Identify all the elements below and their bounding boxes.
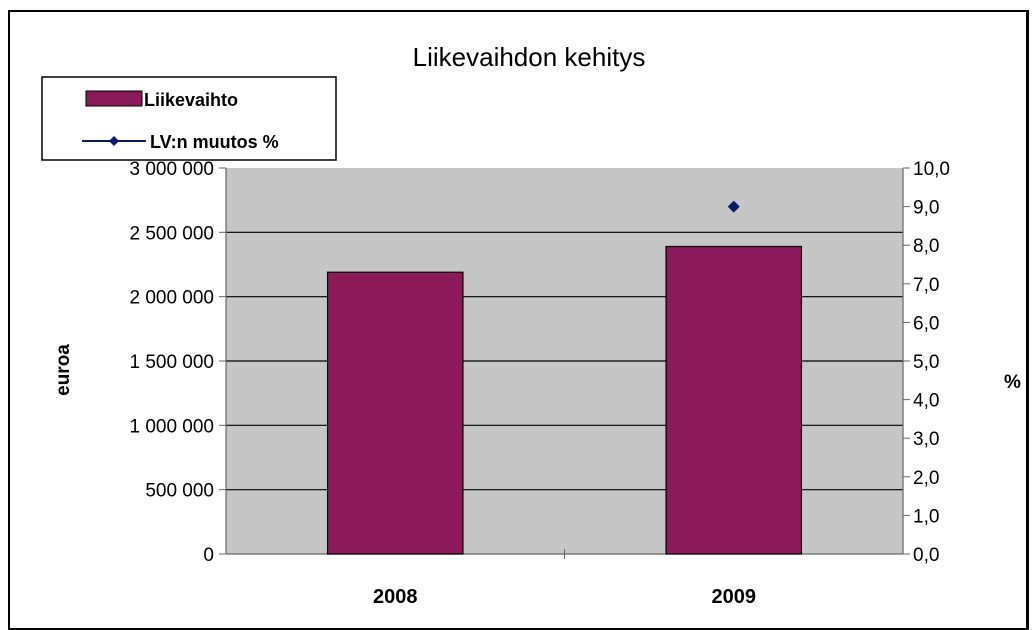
y2-tick-label: 3,0: [913, 429, 939, 450]
bar: [665, 245, 803, 555]
legend-swatch-bar: [85, 90, 143, 107]
y-tick-label: 500 000: [145, 481, 214, 502]
y2-tick-label: 4,0: [913, 391, 939, 412]
y2-tick-label: 8,0: [913, 236, 939, 257]
y2-tick-label: 1,0: [913, 506, 939, 527]
bar: [326, 271, 464, 555]
legend-marker-icon: [109, 136, 119, 146]
y-tick-label: 2 500 000: [129, 223, 214, 244]
y-tick-label: 1 500 000: [129, 352, 214, 373]
chart-title: Liikevaihdon kehitys: [413, 42, 646, 72]
y2-tick-label: 6,0: [913, 313, 939, 334]
y2-axis-title: %: [1004, 372, 1021, 393]
line-point: [727, 200, 740, 213]
x-tick-label: 2008: [373, 586, 418, 608]
y-axis-title: euroa: [53, 344, 74, 396]
y2-tick-label: 5,0: [913, 352, 939, 373]
legend: Liikevaihto LV:n muutos %: [41, 76, 337, 161]
y2-tick-label: 10,0: [913, 159, 950, 180]
legend-label-muutos: LV:n muutos %: [150, 132, 279, 152]
y2-tick-label: 9,0: [913, 198, 939, 219]
y2-tick-label: 2,0: [913, 468, 939, 489]
y2-tick-label: 0,0: [913, 545, 939, 566]
plot-area: 0 500 000 1 000 000 1 500 000 2 000 000 2 500…: [129, 159, 950, 608]
x-tick-label: 2009: [712, 586, 757, 608]
y2-tick-label: 7,0: [913, 275, 939, 296]
y-tick-label: 1 000 000: [129, 416, 214, 437]
y-tick-label: 3 000 000: [129, 159, 214, 180]
legend-label-liikevaihto: Liikevaihto: [144, 90, 238, 110]
y-tick-label: 2 000 000: [129, 288, 214, 309]
y-tick-label: 0: [203, 545, 214, 566]
